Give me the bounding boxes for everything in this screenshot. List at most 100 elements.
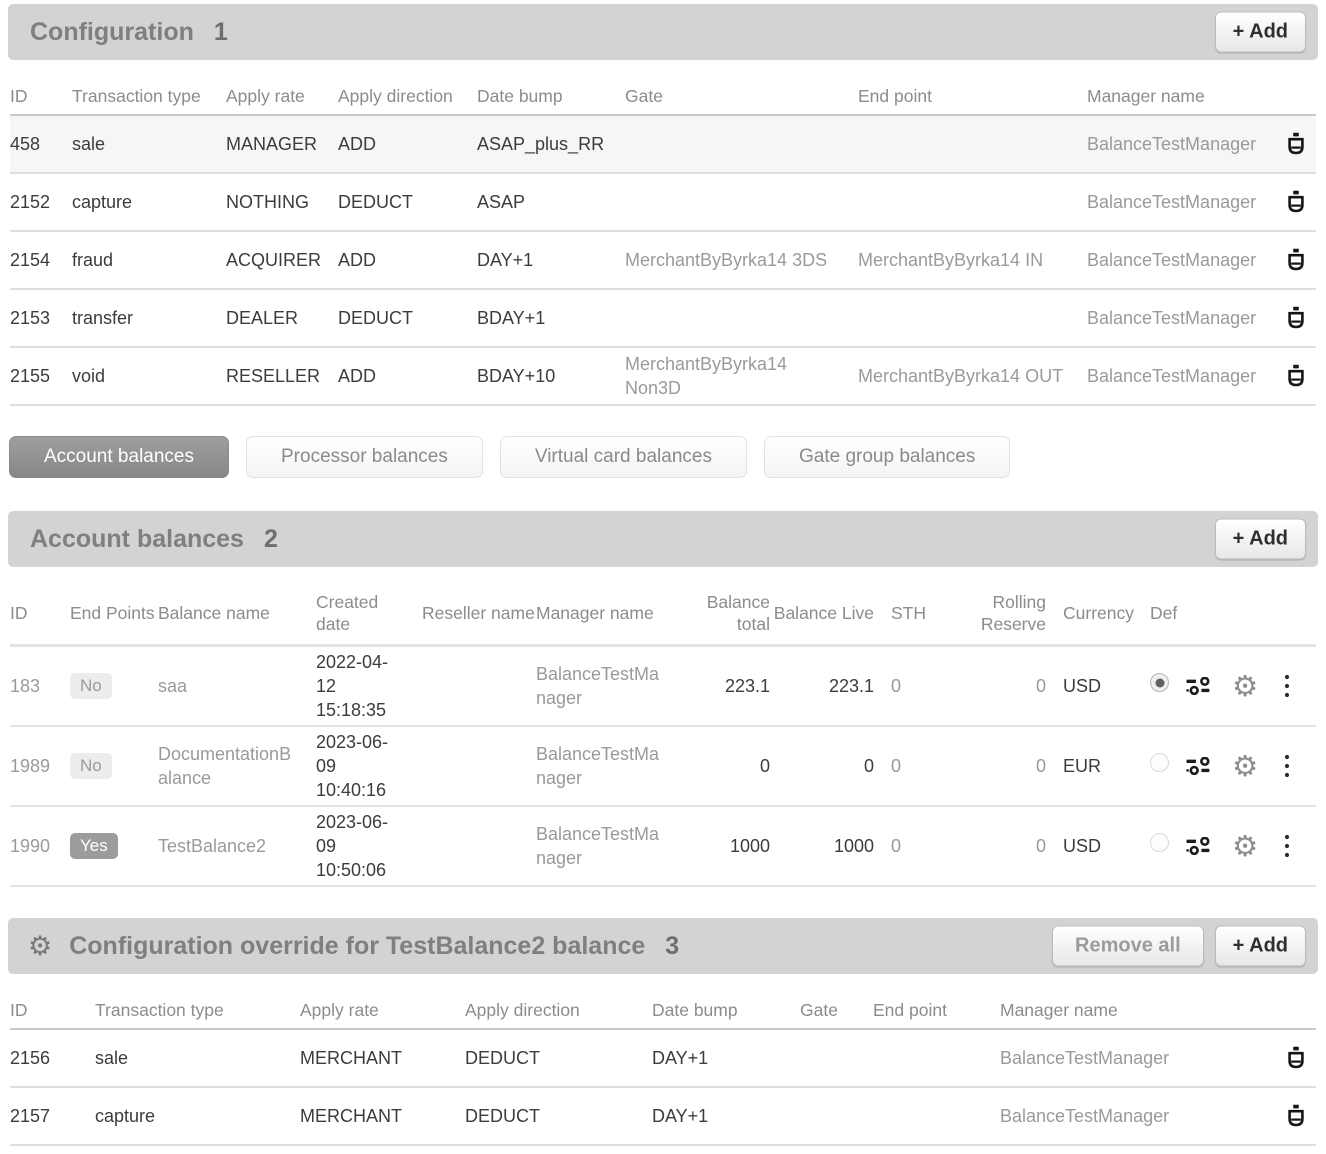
tab-processor-balances[interactable]: Processor balances bbox=[246, 436, 483, 478]
cell-manager-name: BalanceTestManager bbox=[1087, 249, 1257, 270]
delete-row-button[interactable] bbox=[1286, 1104, 1306, 1129]
gear-icon: ⚙ bbox=[1232, 828, 1258, 863]
cell-apply-rate: ACQUIRER bbox=[226, 249, 322, 270]
cell-date-bump: DAY+1 bbox=[652, 1047, 709, 1068]
delete-row-button[interactable] bbox=[1286, 132, 1306, 157]
section-title: Configuration override for TestBalance2 … bbox=[69, 931, 646, 960]
cell-def bbox=[1136, 753, 1186, 778]
delete-row-button[interactable] bbox=[1286, 248, 1306, 273]
remove-all-button[interactable]: Remove all bbox=[1052, 925, 1204, 967]
cell-balance-total: 1000 bbox=[729, 835, 770, 856]
sliders-icon bbox=[1186, 757, 1210, 775]
trash-icon bbox=[1288, 364, 1304, 386]
cell-balance-total: 223.1 bbox=[724, 675, 770, 696]
table-row[interactable]: 2152 capture NOTHING DEDUCT ASAP Balance… bbox=[10, 174, 1316, 232]
cell-apply-direction: DEDUCT bbox=[338, 307, 413, 328]
tab-virtual-card-balances[interactable]: Virtual card balances bbox=[499, 436, 747, 478]
cell-id: 2154 bbox=[10, 249, 51, 270]
table-row[interactable]: 1990 Yes TestBalance2 2023-06-09 10:50:0… bbox=[10, 807, 1316, 887]
col-header-id: ID bbox=[10, 1000, 28, 1021]
table-row[interactable]: 458 sale MANAGER ADD ASAP_plus_RR Balanc… bbox=[10, 116, 1316, 174]
account-balances-section-header: Account balances 2 + Add bbox=[8, 511, 1318, 567]
row-menu-button[interactable] bbox=[1284, 673, 1290, 699]
row-menu-button[interactable] bbox=[1284, 833, 1290, 859]
configuration-section-header: Configuration 1 + Add bbox=[8, 4, 1318, 60]
cell-apply-direction: DEDUCT bbox=[338, 191, 413, 212]
status-badge: Yes bbox=[70, 832, 118, 860]
cell-apply-direction: DEDUCT bbox=[465, 1047, 540, 1068]
sliders-icon bbox=[1186, 677, 1210, 695]
col-header-apply-direction: Apply direction bbox=[338, 86, 453, 107]
cell-end-points: No bbox=[70, 672, 158, 700]
delete-row-button[interactable] bbox=[1286, 1046, 1306, 1071]
col-header-currency: Currency bbox=[1063, 602, 1134, 623]
cell-manager-name: BalanceTestManager bbox=[1000, 1105, 1170, 1126]
add-balance-button[interactable]: + Add bbox=[1214, 518, 1306, 560]
status-badge: No bbox=[70, 752, 112, 780]
table-row[interactable]: 2155 void RESELLER ADD BDAY+10 MerchantB… bbox=[10, 348, 1316, 406]
cell-sth: 0 bbox=[891, 835, 902, 856]
gear-icon: ⚙ bbox=[28, 930, 53, 961]
cell-manager-name: BalanceTestManager bbox=[1087, 133, 1257, 154]
table-row[interactable]: 2154 fraud ACQUIRER ADD DAY+1 MerchantBy… bbox=[10, 232, 1316, 290]
cell-apply-direction: ADD bbox=[338, 365, 377, 386]
col-header-manager-name: Manager name bbox=[536, 602, 654, 623]
kebab-menu-icon bbox=[1284, 834, 1290, 858]
cell-rolling-reserve: 0 bbox=[1035, 835, 1046, 856]
col-header-manager-name: Manager name bbox=[1087, 86, 1205, 107]
cell-currency: USD bbox=[1063, 675, 1102, 696]
cell-id: 183 bbox=[10, 675, 41, 696]
cell-manager-name: BalanceTestManager bbox=[536, 743, 660, 788]
delete-row-button[interactable] bbox=[1286, 364, 1306, 389]
row-menu-button[interactable] bbox=[1284, 753, 1290, 779]
cell-manager-name: BalanceTestManager bbox=[1087, 365, 1257, 386]
cell-date-bump: ASAP_plus_RR bbox=[477, 133, 605, 154]
gear-icon: ⚙ bbox=[1232, 668, 1258, 703]
delete-row-button[interactable] bbox=[1286, 190, 1306, 215]
adjust-balance-button[interactable] bbox=[1186, 837, 1213, 855]
cell-date-bump: ASAP bbox=[477, 191, 526, 212]
tab-account-balances[interactable]: Account balances bbox=[9, 436, 229, 478]
table-row[interactable]: 2153 transfer DEALER DEDUCT BDAY+1 Balan… bbox=[10, 290, 1316, 348]
section-number: 3 bbox=[665, 931, 680, 960]
section-number: 2 bbox=[263, 524, 278, 553]
adjust-balance-button[interactable] bbox=[1186, 757, 1213, 775]
cell-rolling-reserve: 0 bbox=[1035, 675, 1046, 696]
cell-apply-rate: DEALER bbox=[226, 307, 299, 328]
cell-transaction-type: transfer bbox=[72, 307, 134, 328]
cell-balance-name: DocumentationBalance bbox=[158, 743, 292, 788]
cell-gate: MerchantByByrka14 3DS bbox=[625, 249, 828, 270]
tab-gate-group-balances[interactable]: Gate group balances bbox=[763, 436, 1011, 478]
cell-date-bump: BDAY+10 bbox=[477, 365, 556, 386]
col-header-apply-rate: Apply rate bbox=[300, 1000, 379, 1021]
adjust-balance-button[interactable] bbox=[1186, 677, 1213, 695]
configuration-override-section-header: ⚙ Configuration override for TestBalance… bbox=[8, 918, 1318, 974]
add-configuration-button[interactable]: + Add bbox=[1214, 11, 1306, 53]
default-radio[interactable] bbox=[1150, 753, 1169, 773]
cell-balance-name: TestBalance2 bbox=[158, 835, 267, 856]
cell-end-point: MerchantByByrka14 OUT bbox=[858, 365, 1064, 386]
trash-icon bbox=[1288, 306, 1304, 328]
delete-row-button[interactable] bbox=[1286, 306, 1306, 331]
cell-id: 458 bbox=[10, 133, 41, 154]
balance-settings-button[interactable]: ⚙ bbox=[1232, 751, 1258, 781]
default-radio[interactable] bbox=[1150, 673, 1169, 693]
section-title: Account balances bbox=[30, 524, 244, 553]
table-row[interactable]: 183 No saa 2022-04-12 15:18:35 BalanceTe… bbox=[10, 647, 1316, 727]
table-row[interactable]: 2156 sale MERCHANT DEDUCT DAY+1 BalanceT… bbox=[10, 1030, 1316, 1088]
sliders-icon bbox=[1186, 837, 1210, 855]
default-radio[interactable] bbox=[1150, 833, 1169, 853]
table-row[interactable]: 2157 capture MERCHANT DEDUCT DAY+1 Balan… bbox=[10, 1088, 1316, 1146]
col-header-created-date: Created date bbox=[316, 591, 379, 634]
add-override-button[interactable]: + Add bbox=[1214, 925, 1306, 967]
cell-rolling-reserve: 0 bbox=[1035, 755, 1046, 776]
cell-id: 2155 bbox=[10, 365, 51, 386]
cell-gate: MerchantByByrka14 Non3D bbox=[625, 353, 788, 398]
table-row[interactable]: 1989 No DocumentationBalance 2023-06-09 … bbox=[10, 727, 1316, 807]
balance-settings-button[interactable]: ⚙ bbox=[1232, 668, 1258, 703]
cell-apply-rate: MANAGER bbox=[226, 133, 318, 154]
col-header-id: ID bbox=[10, 602, 28, 623]
balance-settings-button[interactable]: ⚙ bbox=[1232, 828, 1258, 863]
configuration-table: ID Transaction type Apply rate Apply dir… bbox=[0, 82, 1326, 406]
section-number: 1 bbox=[213, 17, 228, 46]
